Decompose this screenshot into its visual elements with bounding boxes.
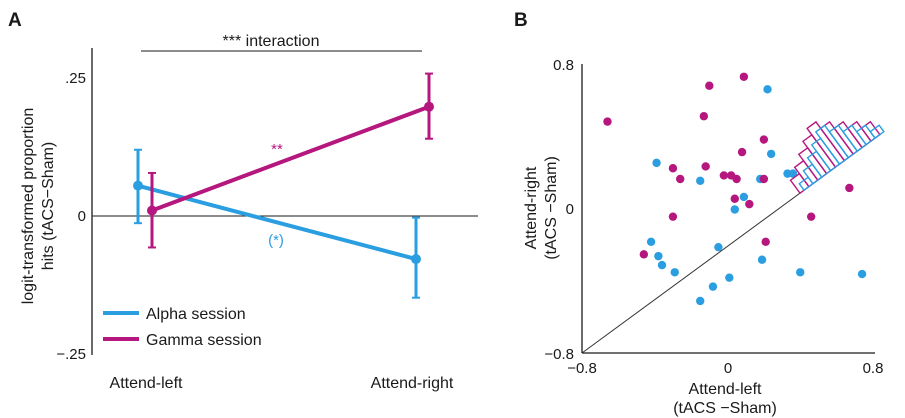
gamma-scatter-point	[845, 183, 854, 193]
alpha-scatter-point	[766, 149, 776, 159]
gamma-scatter-point	[705, 81, 714, 90]
panel-a-label: A	[8, 10, 22, 31]
alpha-scatter-point	[725, 273, 734, 282]
alpha-histogram-bar	[814, 124, 850, 166]
panel-a-series	[133, 72, 434, 299]
panel-b-xlabel-line1: Attend-left	[689, 381, 762, 398]
panel-a-xtick-left: Attend-left	[110, 375, 183, 392]
panel-b-scatter-plot: 0.8 0 −0.8 −0.8 0 0.8 Attend-left (tACS …	[523, 57, 885, 417]
panel-b-xtick-right: 0.8	[863, 360, 884, 377]
alpha-scatter-point	[714, 242, 723, 252]
panel-b-ylabel-line2: (tACS −Sham)	[543, 156, 560, 260]
panel-a-xtick-right: Attend-right	[371, 375, 454, 392]
panel-a-ytick-bottom: −.25	[56, 346, 86, 363]
gamma-scatter-point	[759, 174, 769, 184]
gamma-scatter-point	[732, 174, 741, 184]
alpha-scatter-point	[654, 251, 663, 261]
legend: Alpha session Gamma session	[103, 306, 262, 349]
gamma-scatter-point	[759, 135, 769, 144]
panel-b-label: B	[514, 10, 528, 31]
alpha-scatter-point	[739, 192, 749, 202]
panel-b-ylabel-line1: Attend-right	[523, 166, 540, 249]
panel-b-ytick-bottom: −0.8	[544, 346, 574, 363]
panel-a-ylabel-line1: logit-transformed proportion	[20, 108, 37, 305]
gamma-point	[424, 101, 434, 112]
alpha-point	[133, 180, 143, 191]
gamma-significance: **	[271, 141, 283, 158]
gamma-scatter-point	[603, 117, 612, 126]
gamma-point	[147, 205, 157, 216]
diagonal-histogram	[789, 120, 885, 195]
alpha-histogram-bar	[855, 124, 876, 146]
gamma-scatter-point	[806, 212, 816, 221]
alpha-scatter-point	[646, 237, 656, 246]
panel-a-ylabel-line2: hits (tACS−Sham)	[40, 142, 57, 270]
alpha-scatter-point	[757, 255, 767, 264]
gamma-scatter-point	[676, 174, 685, 184]
gamma-series-line	[151, 104, 430, 213]
alpha-scatter-point	[763, 85, 772, 94]
alpha-scatter-point	[696, 176, 705, 185]
alpha-scatter-point	[670, 268, 679, 277]
alpha-scatter-point	[730, 205, 739, 214]
gamma-scatter-point	[701, 162, 710, 171]
gamma-scatter-point	[639, 250, 649, 259]
panel-b-xtick-zero: 0	[724, 360, 732, 377]
gamma-scatter-point	[739, 72, 749, 81]
alpha-significance: (*)	[268, 232, 284, 249]
gamma-scatter-point	[730, 194, 739, 203]
gamma-scatter-point	[761, 237, 770, 246]
gamma-scatter-point	[699, 112, 709, 121]
panel-b-ytick-zero: 0	[566, 201, 574, 218]
panel-a-line-chart: .25 0 −.25 logit-transformed proportion …	[20, 33, 478, 392]
panel-b-xlabel-line2: (tACS −Sham)	[673, 400, 777, 417]
interaction-label: *** interaction	[223, 33, 320, 50]
panel-a-ytick-top: .25	[65, 70, 86, 87]
alpha-histogram-bar	[869, 124, 885, 140]
alpha-scatter-point	[696, 296, 705, 306]
gamma-scatter-point	[668, 212, 678, 221]
panel-b-ytick-top: 0.8	[553, 57, 574, 74]
alpha-histogram-bar	[828, 124, 859, 159]
gamma-scatter-point	[737, 147, 747, 157]
alpha-scatter-point	[788, 169, 798, 178]
legend-gamma-label: Gamma session	[146, 332, 262, 349]
gamma-scatter-point	[668, 164, 678, 173]
alpha-point	[411, 254, 421, 265]
alpha-scatter-point	[652, 158, 661, 168]
alpha-scatter-point	[708, 282, 718, 291]
panel-b-points	[603, 72, 867, 306]
alpha-scatter-point	[657, 260, 667, 270]
gamma-scatter-point	[745, 199, 754, 209]
alpha-scatter-point	[857, 269, 867, 279]
legend-alpha-label: Alpha session	[146, 306, 246, 323]
alpha-histogram-bar	[842, 124, 868, 153]
alpha-scatter-point	[796, 268, 805, 277]
panel-a-ytick-zero: 0	[78, 208, 86, 225]
panel-b-xtick-left: −0.8	[567, 360, 597, 377]
gamma-scatter-point	[719, 171, 729, 180]
